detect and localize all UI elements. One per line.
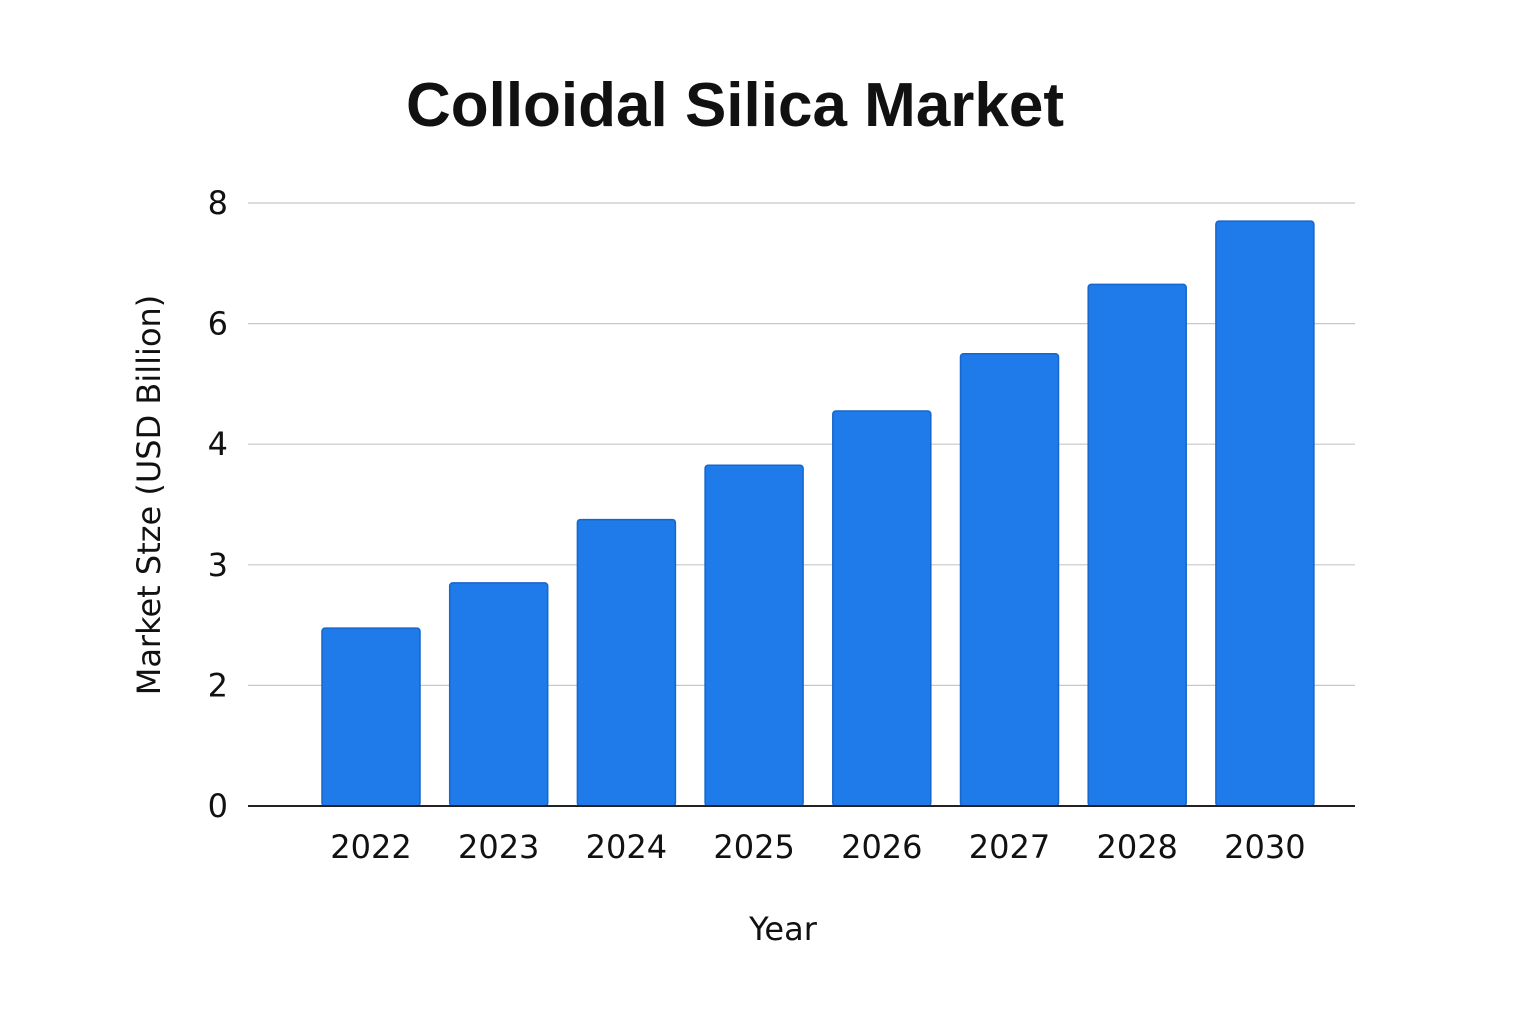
y-tick-label: 0	[208, 787, 228, 825]
bar-2026	[832, 410, 932, 807]
y-tick-label: 6	[208, 305, 228, 343]
y-tick-label: 2	[208, 666, 228, 704]
bar-2022	[321, 627, 421, 807]
bar-2028	[1087, 283, 1187, 807]
bar-2027	[959, 353, 1060, 807]
x-tick-label: 2025	[713, 828, 794, 866]
x-tick-label: 2030	[1224, 828, 1305, 866]
y-tick-label: 8	[208, 184, 228, 222]
y-axis-ticks: 0 2 3 4 6 8	[208, 184, 228, 825]
x-tick-label: 2022	[330, 828, 411, 866]
x-tick-label: 2024	[586, 828, 667, 866]
bar-2024	[576, 518, 677, 807]
x-tick-label: 2028	[1096, 828, 1177, 866]
y-tick-label: 4	[208, 425, 228, 463]
chart-title: Colloidal Silica Market	[405, 71, 1065, 140]
bars	[321, 220, 1315, 807]
x-tick-label: 2027	[969, 828, 1050, 866]
y-axis-title: Market Stze (USD Billion)	[130, 295, 168, 696]
bar-2023	[448, 582, 549, 807]
x-tick-label: 2026	[841, 828, 922, 866]
x-axis-ticks: 2022 2023 2024 2025 2026 2027 2028 2030	[330, 828, 1305, 866]
x-tick-label: 2023	[458, 828, 539, 866]
y-tick-label: 3	[208, 546, 228, 584]
x-axis-title: Year	[748, 910, 818, 948]
bar-2030	[1215, 220, 1315, 807]
bar-2025	[704, 464, 804, 807]
